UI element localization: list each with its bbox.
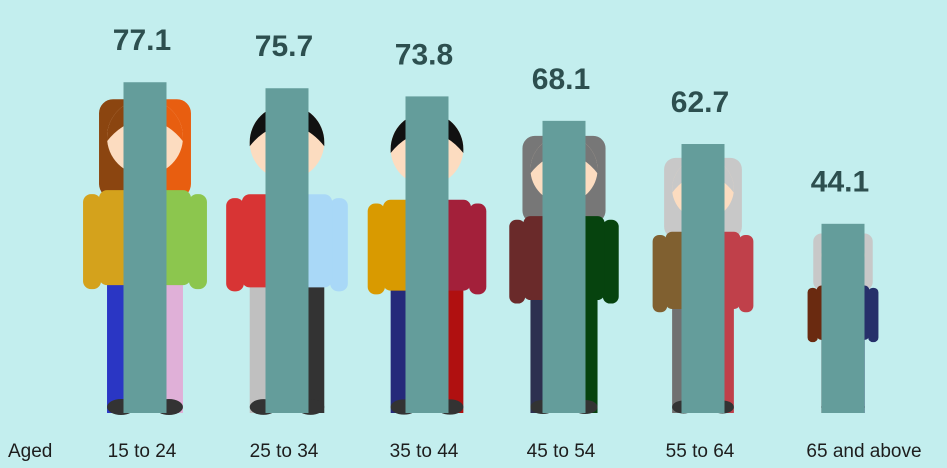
- chart: Aged 77.1 15 to 24 75.7 25 to 34 73.8 35 to 4…: [0, 0, 947, 468]
- bar: [682, 144, 725, 413]
- arm: [739, 235, 754, 312]
- arm: [469, 204, 486, 295]
- x-tick-label: 35 to 44: [390, 441, 459, 462]
- value-label: 44.1: [811, 166, 869, 199]
- arm: [330, 198, 348, 291]
- value-label: 73.8: [395, 38, 453, 71]
- x-tick-label: 45 to 54: [527, 441, 596, 462]
- arm: [603, 220, 619, 304]
- value-label: 77.1: [113, 24, 171, 57]
- x-tick-label: 15 to 24: [108, 441, 177, 462]
- bar: [543, 121, 586, 413]
- bar: [124, 82, 167, 413]
- bar: [822, 224, 865, 413]
- arm: [868, 288, 878, 342]
- x-axis-label: Aged: [8, 441, 52, 462]
- arm: [808, 288, 818, 342]
- bar: [406, 96, 449, 413]
- arm: [368, 204, 385, 295]
- arm: [509, 220, 525, 304]
- value-label: 62.7: [671, 86, 729, 119]
- x-tick-label: 55 to 64: [666, 441, 735, 462]
- value-label: 75.7: [255, 30, 313, 63]
- value-label: 68.1: [532, 63, 590, 96]
- arm: [226, 198, 244, 291]
- x-tick-label: 65 and above: [806, 441, 921, 462]
- bar: [266, 88, 309, 413]
- x-tick-label: 25 to 34: [250, 441, 319, 462]
- arm: [83, 194, 101, 289]
- page: {"chart_data": {"type": "bar", "xlabel":…: [0, 0, 947, 468]
- arm: [653, 235, 668, 312]
- arm: [189, 194, 207, 289]
